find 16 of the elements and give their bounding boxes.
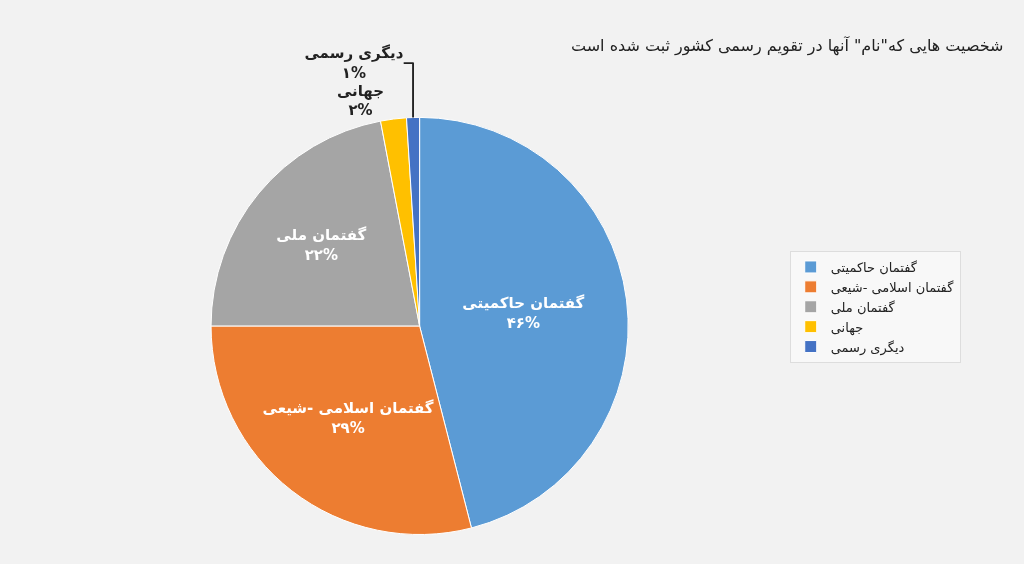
slice-label: گفتمان حاکمیتی bbox=[462, 294, 585, 313]
data-label: ۲% bbox=[348, 101, 373, 120]
data-label: ۱% bbox=[341, 63, 366, 82]
data-label: ۲۲% bbox=[304, 245, 338, 264]
slice-label: دیگری رسمی bbox=[304, 44, 404, 63]
chart-title: شخصیت هایی که"نام" آنها در تقویم رسمی کشور ثبت شده است bbox=[571, 35, 1004, 56]
legend-label: گفتمان اسلامی -شیعی bbox=[830, 279, 955, 295]
slice-label: گفتمان ملی bbox=[276, 226, 367, 245]
slice-label: گفتمان اسلامی -شیعی bbox=[262, 399, 434, 418]
data-label: ۲۹% bbox=[331, 418, 365, 437]
data-label: ۴۶% bbox=[506, 313, 540, 332]
legend-label: گفتمان ملی bbox=[830, 299, 896, 315]
slice-label: جهانی bbox=[336, 81, 385, 100]
legend-label: جهانی bbox=[830, 319, 864, 336]
legend-label: دیگری رسمی bbox=[830, 339, 905, 356]
legend-label: گفتمان حاکمیتی bbox=[830, 260, 918, 276]
